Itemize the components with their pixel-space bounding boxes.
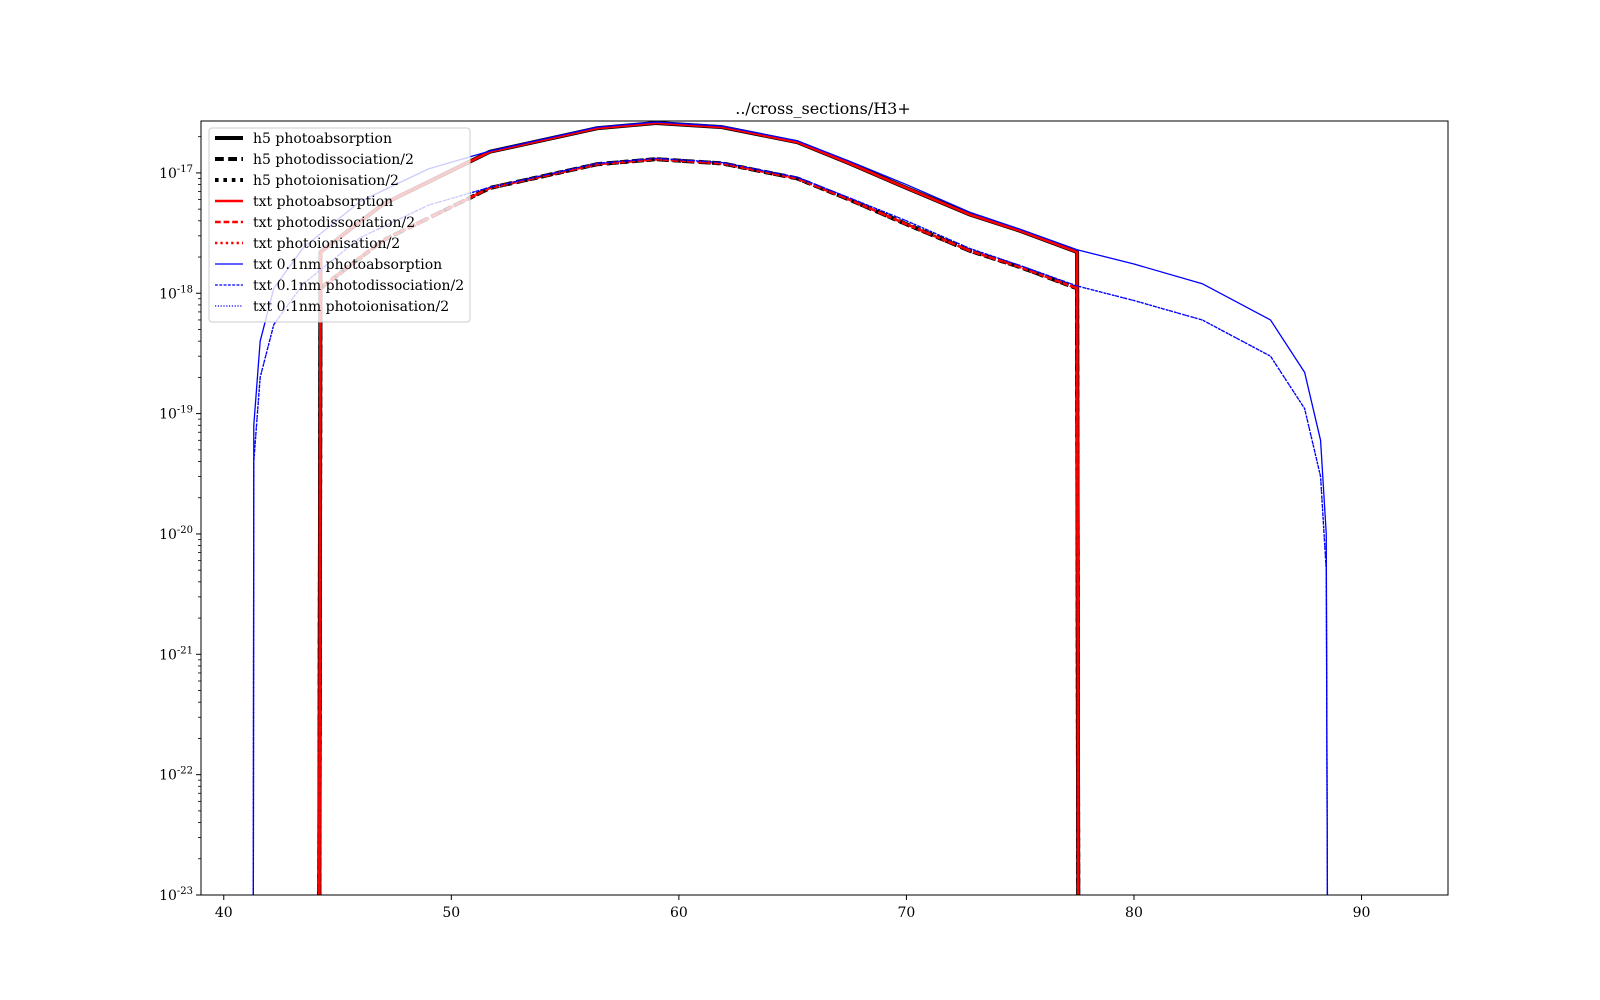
y-tick-label: 10-21 bbox=[159, 645, 193, 663]
y-tick-label: 10-23 bbox=[159, 886, 193, 904]
x-tick-label: 50 bbox=[442, 905, 460, 921]
y-axis: 10-23 10-22 10-21 10-20 10-19 10-18 10-17 bbox=[159, 136, 201, 904]
plot-frame bbox=[200, 120, 1449, 896]
y-tick-label: 10-20 bbox=[159, 525, 193, 543]
y-tick-label: 10-22 bbox=[159, 766, 193, 784]
legend-label-1: h5 photodissociation/2 bbox=[253, 152, 414, 168]
x-tick-label: 40 bbox=[215, 905, 233, 921]
x-tick-label: 70 bbox=[898, 905, 916, 921]
legend-label-8: txt 0.1nm photoionisation/2 bbox=[253, 299, 449, 315]
legend-label-0: h5 photoabsorption bbox=[253, 131, 392, 147]
legend-label-2: h5 photoionisation/2 bbox=[253, 173, 399, 189]
legend: h5 photoabsorption h5 photodissociation/2… bbox=[208, 127, 471, 323]
legend-label-5: txt photoionisation/2 bbox=[253, 236, 400, 252]
y-tick-label: 10-18 bbox=[159, 284, 193, 302]
legend-box bbox=[208, 127, 471, 323]
x-axis: 40 50 60 70 80 90 bbox=[215, 895, 1371, 921]
y-tick-label: 10-19 bbox=[159, 405, 193, 423]
series-line-7 bbox=[252, 157, 1329, 895]
legend-label-7: txt 0.1nm photodissociation/2 bbox=[253, 278, 464, 294]
y-tick-label: 10-17 bbox=[159, 164, 193, 182]
x-tick-label: 80 bbox=[1125, 905, 1143, 921]
chart-title: ../cross_sections/H3+ bbox=[735, 99, 911, 118]
x-tick-label: 90 bbox=[1353, 905, 1371, 921]
x-tick-label: 60 bbox=[670, 905, 688, 921]
legend-label-4: txt photodissociation/2 bbox=[253, 215, 415, 231]
legend-label-6: txt 0.1nm photoabsorption bbox=[253, 257, 442, 273]
legend-label-3: txt photoabsorption bbox=[253, 194, 393, 210]
